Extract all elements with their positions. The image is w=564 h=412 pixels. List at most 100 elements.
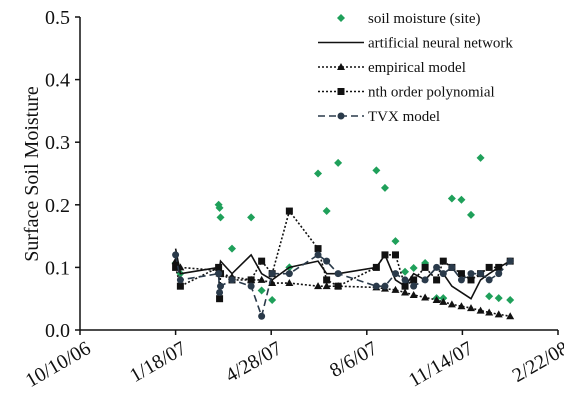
point bbox=[448, 263, 456, 271]
y-tick-label: 0.0 bbox=[45, 320, 70, 342]
legend-marker bbox=[337, 88, 345, 95]
series-line bbox=[174, 209, 511, 299]
point bbox=[228, 244, 237, 253]
point bbox=[216, 213, 225, 222]
point bbox=[410, 282, 418, 290]
series-line bbox=[174, 253, 511, 320]
point bbox=[372, 263, 380, 271]
point bbox=[268, 295, 277, 304]
point bbox=[176, 276, 184, 284]
point bbox=[381, 251, 389, 259]
point bbox=[421, 263, 429, 271]
point bbox=[467, 210, 476, 219]
series-line bbox=[174, 260, 511, 318]
legend-marker bbox=[337, 112, 345, 120]
point bbox=[216, 288, 224, 296]
point bbox=[457, 195, 466, 204]
point bbox=[323, 276, 331, 284]
point bbox=[447, 194, 456, 203]
point bbox=[172, 263, 180, 271]
point bbox=[391, 237, 400, 246]
point bbox=[401, 288, 410, 296]
point bbox=[268, 270, 276, 278]
point bbox=[381, 282, 389, 290]
point bbox=[467, 270, 475, 278]
legend-label: artificial neural network bbox=[368, 36, 513, 52]
point bbox=[171, 257, 180, 265]
x-tick-label: 4/28/07 bbox=[222, 337, 286, 387]
point bbox=[457, 270, 465, 278]
point bbox=[380, 183, 389, 192]
point bbox=[485, 276, 493, 284]
y-tick-label: 0.3 bbox=[45, 132, 70, 154]
point bbox=[258, 257, 266, 265]
point bbox=[494, 310, 503, 318]
point bbox=[391, 251, 399, 259]
point bbox=[372, 166, 381, 175]
point bbox=[258, 312, 266, 320]
point bbox=[485, 308, 494, 316]
point bbox=[447, 300, 456, 308]
point bbox=[433, 276, 441, 284]
point bbox=[421, 276, 429, 284]
point bbox=[247, 276, 255, 284]
point bbox=[401, 267, 410, 276]
point bbox=[421, 293, 430, 301]
x-tick-label: 1/18/07 bbox=[126, 337, 190, 387]
y-tick-label: 0.2 bbox=[45, 195, 70, 217]
point bbox=[401, 276, 409, 284]
point bbox=[410, 276, 418, 284]
y-tick-label: 0.1 bbox=[45, 257, 70, 279]
point bbox=[506, 295, 515, 304]
point bbox=[476, 306, 485, 314]
point bbox=[409, 290, 418, 298]
legend-label: soil moisture (site) bbox=[368, 11, 481, 27]
point bbox=[506, 312, 515, 320]
point bbox=[409, 264, 418, 273]
point bbox=[391, 270, 399, 278]
point bbox=[439, 270, 447, 278]
point bbox=[285, 207, 293, 215]
point bbox=[172, 251, 180, 259]
point bbox=[314, 251, 322, 259]
legend-label: TVX model bbox=[368, 109, 440, 125]
point bbox=[432, 295, 441, 303]
point bbox=[285, 270, 293, 278]
legend-label: nth order polynomial bbox=[368, 85, 495, 101]
point bbox=[215, 263, 223, 271]
legend-label: empirical model bbox=[368, 60, 466, 76]
point bbox=[215, 270, 223, 278]
point bbox=[495, 270, 503, 278]
point bbox=[495, 263, 503, 271]
point bbox=[467, 304, 476, 312]
point bbox=[314, 245, 322, 253]
legend-marker bbox=[337, 63, 345, 70]
point bbox=[322, 282, 331, 290]
point bbox=[485, 263, 493, 271]
point bbox=[391, 285, 400, 293]
point bbox=[334, 158, 343, 167]
point bbox=[334, 270, 342, 278]
point bbox=[401, 282, 409, 290]
x-tick-label: 11/14/07 bbox=[405, 337, 477, 391]
point bbox=[215, 203, 224, 212]
point bbox=[439, 257, 447, 265]
legend-marker bbox=[337, 14, 345, 22]
x-tick-label: 10/10/06 bbox=[22, 337, 95, 392]
point bbox=[257, 275, 266, 283]
point bbox=[439, 297, 448, 305]
point bbox=[217, 282, 225, 290]
point bbox=[314, 282, 323, 290]
y-tick-label: 0.5 bbox=[45, 7, 70, 29]
point bbox=[372, 282, 380, 290]
point bbox=[323, 257, 331, 265]
x-tick-label: 2/22/08 bbox=[509, 337, 564, 387]
point bbox=[257, 286, 266, 295]
point bbox=[228, 276, 236, 284]
point bbox=[485, 292, 494, 301]
y-axis-label: Surface Soil Moisture bbox=[21, 86, 43, 262]
y-tick-label: 0.4 bbox=[45, 70, 70, 92]
point bbox=[334, 282, 342, 290]
